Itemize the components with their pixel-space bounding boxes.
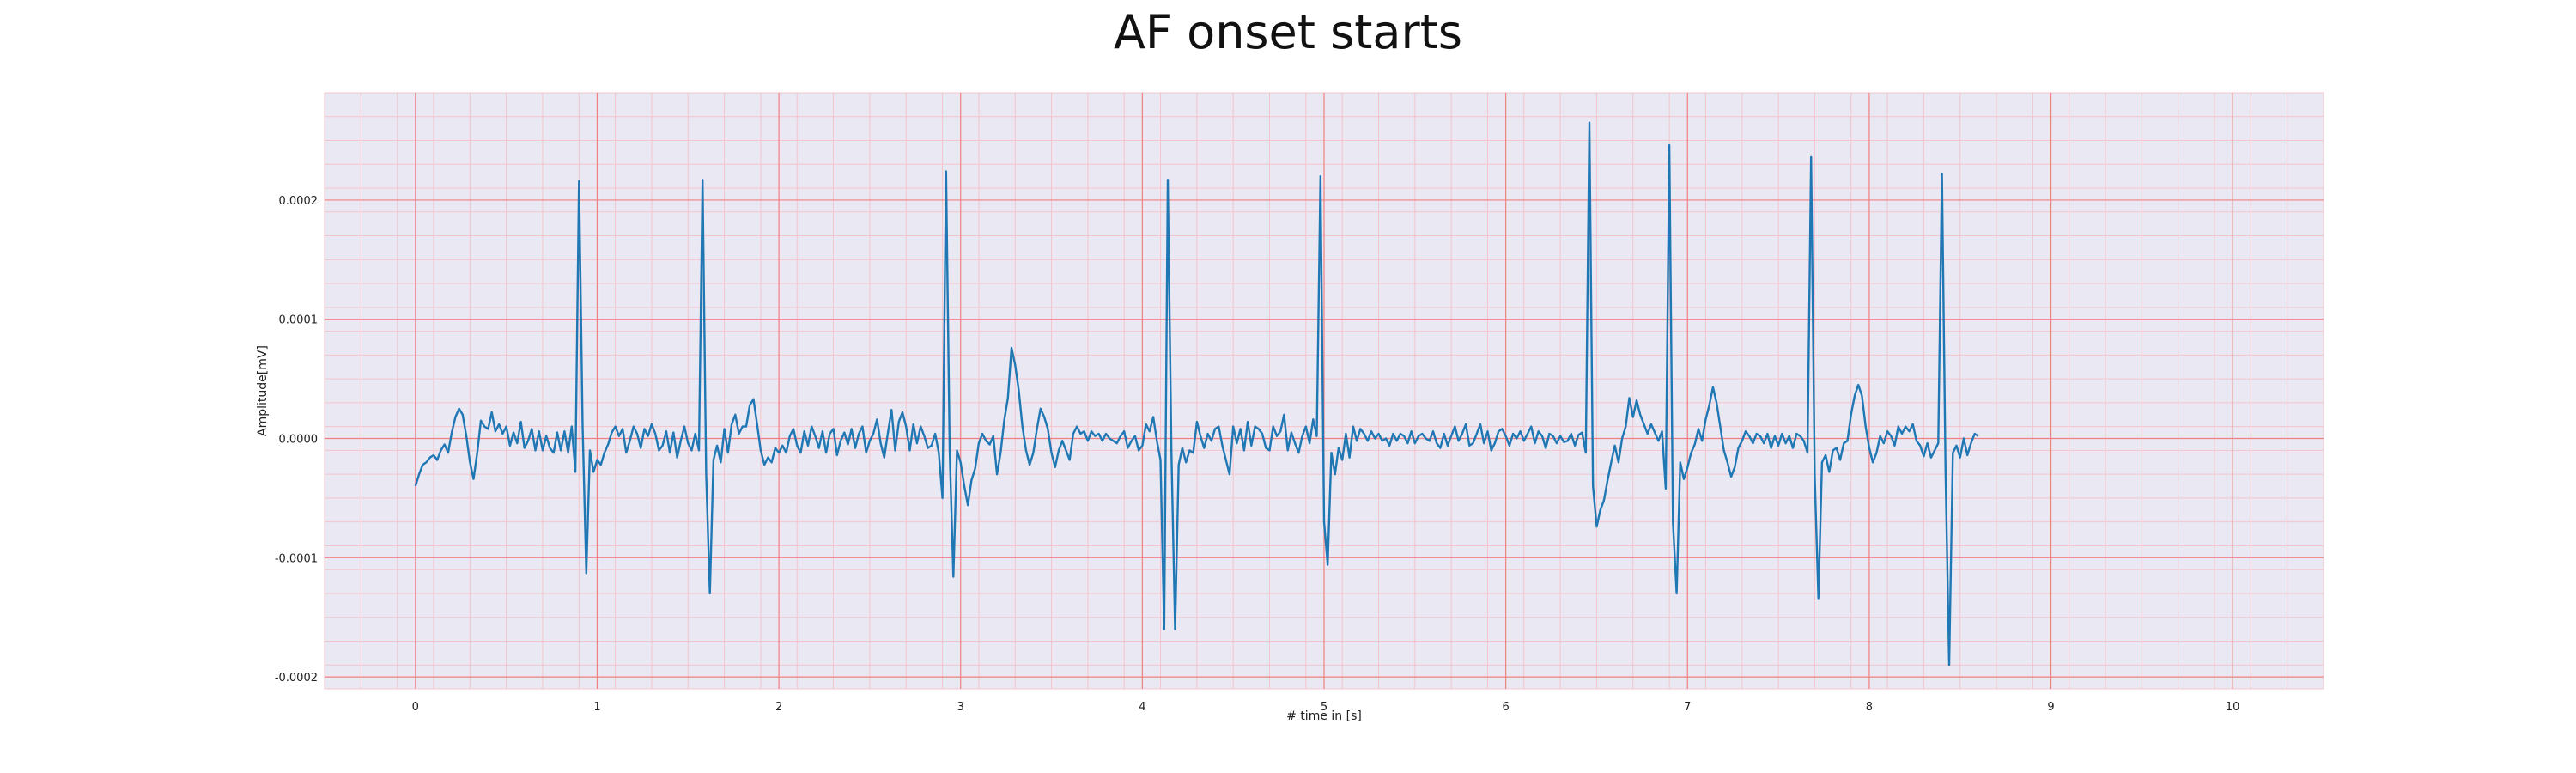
x-tick-label: 6 [1502, 701, 1509, 714]
y-tick-label: -0.0001 [275, 552, 318, 565]
y-tick-labels: -0.0002 -0.0001 0.0000 0.0001 0.0002 [275, 195, 318, 685]
x-tick-label: 9 [2047, 701, 2054, 714]
x-axis-label: # time in [s] [1286, 709, 1362, 723]
x-tick-label: 0 [412, 701, 419, 714]
x-tick-labels: 0 1 2 3 4 5 6 7 8 9 10 [412, 701, 2240, 714]
x-tick-label: 3 [957, 701, 964, 714]
ecg-signal-line [414, 121, 1979, 666]
y-axis-label: Amplitude[mV] [256, 345, 270, 436]
y-tick-label: -0.0002 [275, 672, 318, 685]
x-tick-label: 10 [2226, 701, 2240, 714]
x-tick-label: 4 [1139, 701, 1145, 714]
x-tick-label: 5 [1321, 701, 1327, 714]
y-tick-label: 0.0002 [279, 195, 319, 208]
y-tick-label: 0.0000 [279, 434, 319, 447]
x-tick-label: 7 [1684, 701, 1691, 714]
chart-title: AF onset starts [1113, 5, 1463, 59]
x-tick-label: 8 [1866, 701, 1873, 714]
x-tick-label: 1 [593, 701, 600, 714]
y-tick-label: 0.0001 [279, 314, 319, 327]
x-tick-label: 2 [775, 701, 782, 714]
